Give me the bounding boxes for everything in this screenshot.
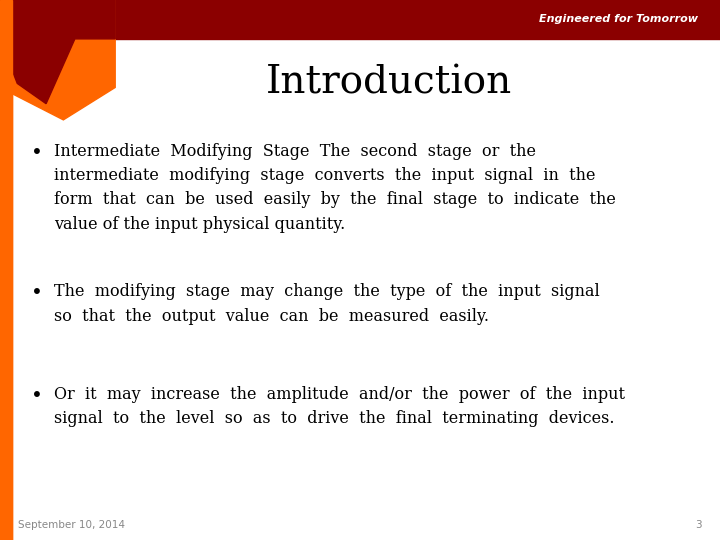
Text: Introduction: Introduction: [266, 65, 512, 102]
Bar: [0, 0, 720, 39]
Polygon shape: [0, 0, 115, 120]
Text: 3: 3: [696, 520, 702, 530]
Text: Engineered for Tomorrow: Engineered for Tomorrow: [539, 15, 698, 24]
Text: •: •: [32, 386, 43, 405]
Text: September 10, 2014: September 10, 2014: [18, 520, 125, 530]
Bar: [0, 0, 12, 540]
Text: The  modifying  stage  may  change  the  type  of  the  input  signal
so  that  : The modifying stage may change the type …: [54, 284, 600, 325]
Text: •: •: [32, 284, 43, 302]
Text: Or  it  may  increase  the  amplitude  and/or  the  power  of  the  input
signal: Or it may increase the amplitude and/or …: [54, 386, 625, 427]
Bar: [0, 0, 12, 540]
Text: •: •: [32, 143, 43, 162]
Polygon shape: [0, 0, 115, 104]
Text: Intermediate  Modifying  Stage  The  second  stage  or  the
intermediate  modify: Intermediate Modifying Stage The second …: [54, 143, 616, 233]
